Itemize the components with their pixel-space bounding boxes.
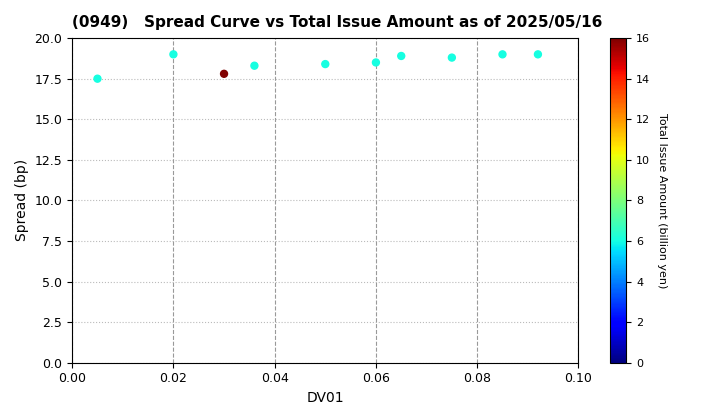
- Point: [446, 54, 458, 61]
- Point: [395, 52, 407, 59]
- Point: [168, 51, 179, 58]
- Point: [320, 61, 331, 68]
- Point: [497, 51, 508, 58]
- Y-axis label: Spread (bp): Spread (bp): [15, 159, 29, 242]
- Text: (0949)   Spread Curve vs Total Issue Amount as of 2025/05/16: (0949) Spread Curve vs Total Issue Amoun…: [72, 15, 603, 30]
- Point: [91, 75, 103, 82]
- Point: [248, 62, 260, 69]
- Point: [532, 51, 544, 58]
- Point: [218, 71, 230, 77]
- Point: [370, 59, 382, 66]
- X-axis label: DV01: DV01: [307, 391, 344, 405]
- Y-axis label: Total Issue Amount (billion yen): Total Issue Amount (billion yen): [657, 113, 667, 288]
